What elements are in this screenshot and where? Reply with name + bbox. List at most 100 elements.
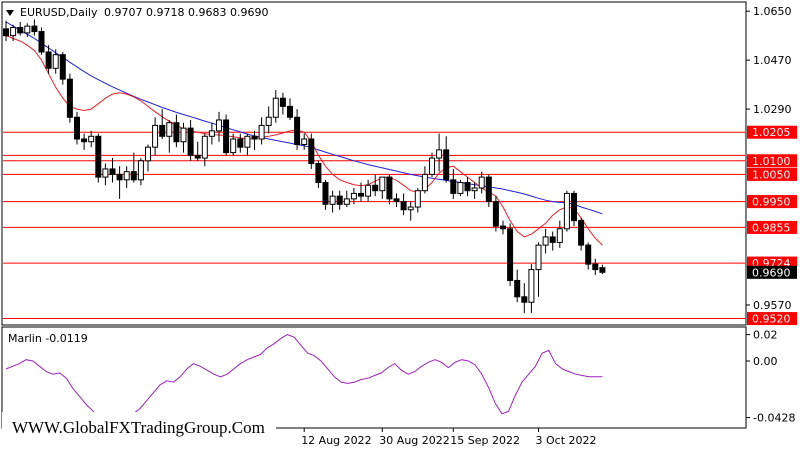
candle	[38, 27, 45, 55]
candle	[3, 20, 9, 42]
date-tick-label: 3 Oct 2022	[536, 434, 597, 447]
candle	[507, 223, 514, 286]
level-tag-bg	[747, 312, 797, 326]
candle	[265, 106, 272, 134]
candle	[571, 190, 577, 227]
candle	[478, 171, 485, 194]
watermark-bg	[2, 412, 276, 444]
candle	[372, 174, 379, 197]
candle	[521, 283, 528, 314]
candle	[315, 160, 322, 188]
level-tag-label: 0.9855	[752, 221, 791, 234]
candle	[308, 133, 315, 169]
candle	[223, 114, 230, 156]
candle	[24, 23, 31, 38]
candle	[585, 242, 592, 270]
level-tag-bg	[747, 195, 797, 209]
candle	[294, 109, 301, 150]
candle	[358, 182, 364, 202]
candle	[301, 133, 308, 150]
candle	[471, 182, 478, 199]
candle	[66, 73, 73, 123]
candle	[386, 174, 393, 205]
price-panel	[1, 1, 747, 326]
candle	[216, 111, 222, 142]
price-tick-label: 0.9570	[753, 299, 792, 312]
candle	[407, 201, 414, 221]
ma-fast-line	[5, 35, 603, 246]
date-tick-label: 12 Aug 2022	[301, 434, 371, 447]
candle	[500, 220, 506, 235]
candle	[130, 152, 137, 183]
candle	[187, 119, 194, 161]
level-tag-bg	[747, 154, 797, 168]
candle	[109, 158, 116, 183]
candle	[457, 179, 464, 197]
candle	[166, 119, 173, 153]
candle	[414, 187, 421, 213]
candle	[578, 217, 585, 251]
price-axis: 1.0650 1.0470 1.0290 0.9570	[746, 5, 792, 312]
candle	[10, 24, 17, 42]
candle	[329, 190, 336, 213]
candle	[336, 190, 343, 210]
candle	[95, 133, 102, 183]
candle	[485, 174, 492, 208]
current-price-label: 0.9690	[752, 266, 791, 279]
candle	[549, 231, 556, 251]
candle	[542, 228, 549, 254]
candle	[379, 176, 386, 199]
level-tag-label: 0.9950	[752, 196, 791, 209]
candle	[208, 122, 215, 145]
date-tick-label: 15 Sep 2022	[450, 434, 520, 447]
candle	[116, 166, 123, 199]
candle	[251, 130, 258, 150]
level-tag-bg	[747, 167, 797, 181]
price-tick-label: 1.0470	[753, 54, 792, 67]
candle	[343, 190, 350, 208]
level-tag-label: 1.0100	[752, 155, 791, 168]
candle	[443, 136, 450, 183]
candle	[393, 193, 400, 208]
date-axis: 12 Aug 2022 30 Aug 2022 15 Sep 2022 3 Oct 2…	[301, 428, 597, 447]
candle	[102, 163, 109, 186]
chart-symbol: EURUSD,Daily	[20, 6, 98, 19]
candle	[52, 49, 59, 74]
indicator-tick-label: 0.00	[753, 355, 778, 368]
candle	[563, 190, 570, 232]
candle	[201, 133, 208, 167]
candle	[514, 269, 521, 303]
candle	[88, 130, 95, 148]
date-tick-label: 30 Aug 2022	[379, 434, 449, 447]
level-tag-label: 1.0050	[752, 168, 791, 181]
candle	[230, 133, 237, 156]
level-tag-label: 0.9520	[752, 313, 791, 326]
candle	[81, 133, 88, 150]
candle	[365, 179, 372, 202]
indicator-tick-label: 0.02	[753, 329, 778, 342]
candle	[350, 187, 357, 205]
candle	[31, 19, 38, 36]
price-tick-label: 1.0290	[753, 103, 792, 116]
triangle-down-icon[interactable]	[6, 10, 14, 16]
candle	[17, 22, 24, 36]
candle	[45, 45, 52, 74]
candle	[450, 168, 457, 199]
candle	[74, 111, 80, 145]
candle	[173, 114, 180, 148]
candle	[421, 166, 428, 194]
candle	[180, 122, 187, 153]
candle	[464, 177, 471, 197]
level-tag-bg	[747, 220, 797, 234]
candle	[258, 117, 265, 145]
candle	[556, 220, 563, 248]
candle	[244, 133, 251, 156]
candle	[194, 141, 201, 161]
candle	[137, 158, 144, 186]
current-price-tag	[747, 265, 797, 279]
candle	[272, 90, 279, 123]
level-tag-label: 1.0205	[752, 126, 791, 139]
candle	[322, 179, 329, 210]
